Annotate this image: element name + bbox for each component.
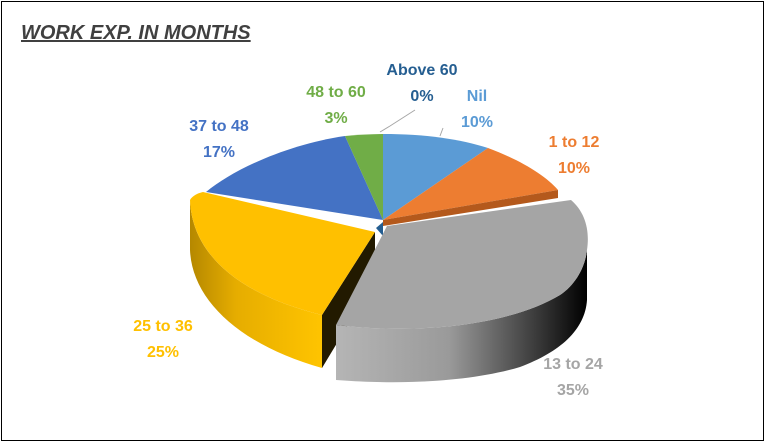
leader-line-nil [439,127,444,137]
slice-37-48 [206,136,383,220]
label-1-12: 1 to 12 10% [549,130,600,182]
label-37-48-name: 37 to 48 [189,118,249,135]
label-nil-value: 10% [460,114,494,131]
slice-25-36 [190,192,375,315]
label-37-48-value: 17% [202,144,236,161]
slice-1-12 [383,148,558,220]
label-13-24-value: 35% [556,382,590,399]
label-37-48: 37 to 48 17% [189,114,249,166]
slice-above-60 [376,222,383,236]
slice-48-60 [345,134,383,220]
label-above-60-name: Above 60 [386,62,458,79]
label-25-36-value: 25% [146,344,180,361]
label-48-60-value: 3% [324,110,348,127]
label-48-60: 48 to 60 3% [306,80,366,132]
label-13-24: 13 to 24 35% [543,352,603,404]
slice-25-36-side [190,200,322,368]
label-nil: Nil 10% [461,84,493,136]
slice-13-24-side [336,250,587,383]
label-25-36: 25 to 36 25% [133,314,193,366]
leader-line-above-60 [379,109,416,133]
slice-1-12-side [383,190,558,226]
label-nil-name: Nil [466,88,488,105]
label-above-60: Above 60 0% [386,58,457,110]
label-1-12-name: 1 to 12 [548,134,600,151]
label-above-60-value: 0% [410,88,434,105]
label-48-60-name: 48 to 60 [306,84,366,101]
chart-title: WORK EXP. IN MONTHS [21,22,251,44]
slice-25-36-inner-wall [322,232,375,368]
slice-13-24 [336,200,588,329]
label-25-36-name: 25 to 36 [133,318,193,335]
label-1-12-value: 10% [557,160,591,177]
label-13-24-name: 13 to 24 [543,356,603,373]
slice-nil [383,134,488,220]
